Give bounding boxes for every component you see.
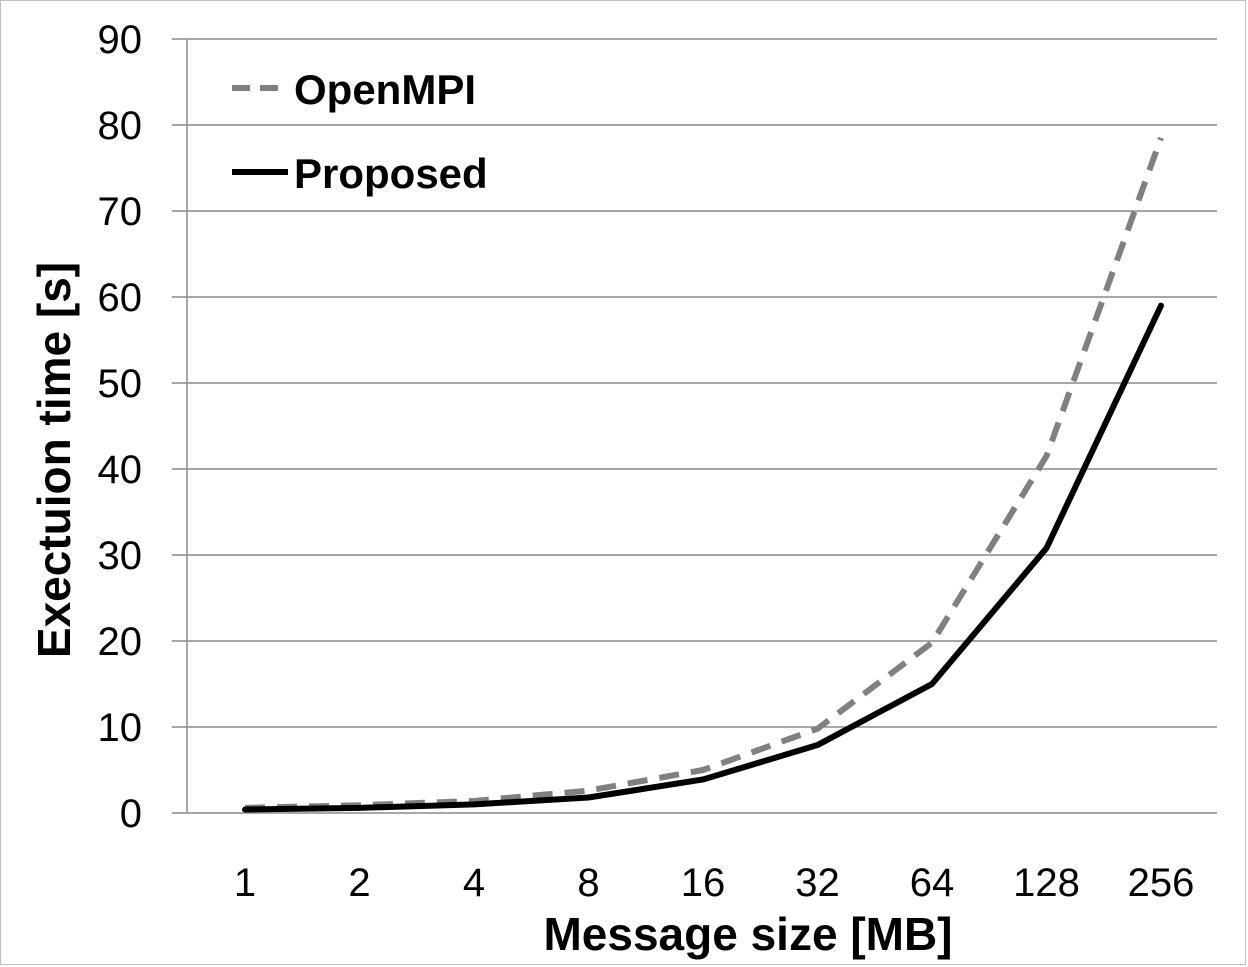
y-tick-label: 10 xyxy=(98,706,143,750)
x-tick-label: 32 xyxy=(795,861,840,905)
legend-label-proposed: Proposed xyxy=(294,150,488,197)
series-line-proposed xyxy=(242,302,1164,813)
y-tick-label: 20 xyxy=(98,620,143,664)
x-tick-labels: 1 2 4 8 16 32 64 128 256 xyxy=(234,861,1195,905)
y-axis-title: Exectuion time [s] xyxy=(28,262,80,658)
legend-label-openmpi: OpenMPI xyxy=(294,66,476,113)
y-tick-label: 90 xyxy=(98,18,143,62)
x-tick-label: 128 xyxy=(1013,861,1080,905)
gridlines xyxy=(172,38,1217,814)
x-tick-label: 1 xyxy=(234,861,256,905)
y-tick-label: 40 xyxy=(98,448,143,492)
y-tick-label: 60 xyxy=(98,276,143,320)
y-tick-label: 0 xyxy=(120,792,142,836)
x-tick-label: 2 xyxy=(348,861,370,905)
y-tick-label: 80 xyxy=(98,104,143,148)
x-tick-label: 64 xyxy=(910,861,955,905)
series-lines xyxy=(242,136,1164,813)
x-axis-title: Message size [MB] xyxy=(543,908,952,960)
x-tick-label: 8 xyxy=(577,861,599,905)
legend: OpenMPI Proposed xyxy=(232,66,488,197)
y-tick-labels: 0 10 20 30 40 50 60 70 80 90 xyxy=(98,18,143,836)
x-tick-label: 4 xyxy=(463,861,485,905)
y-tick-label: 70 xyxy=(98,190,143,234)
x-tick-label: 16 xyxy=(681,861,726,905)
series-line-openmpi xyxy=(244,136,1164,811)
y-tick-label: 30 xyxy=(98,534,143,578)
y-tick-label: 50 xyxy=(98,362,143,406)
x-tick-label: 256 xyxy=(1128,861,1195,905)
